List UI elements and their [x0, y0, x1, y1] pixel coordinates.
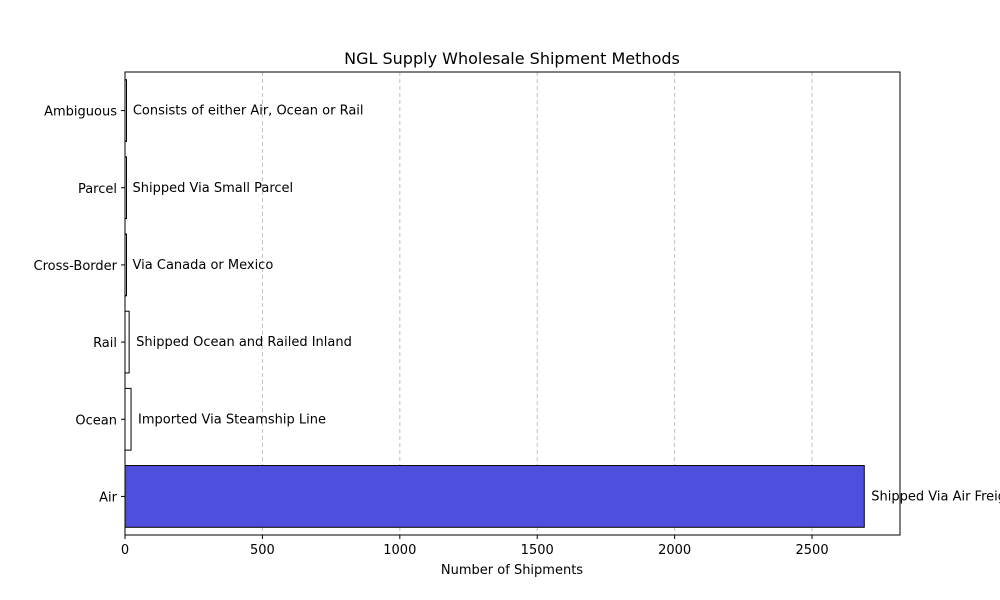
bar-annotation: Via Canada or Mexico — [133, 258, 274, 273]
x-tick-label: 500 — [250, 543, 275, 558]
bar-annotation: Shipped Ocean and Railed Inland — [136, 335, 352, 350]
y-tick-label: Cross-Border — [34, 259, 118, 274]
x-axis-label: Number of Shipments — [441, 563, 583, 578]
bar-air — [124, 465, 865, 528]
plot-frame — [124, 71, 901, 536]
bar-annotation: Shipped Via Air Freight — [871, 489, 1000, 504]
bar-annotation: Shipped Via Small Parcel — [133, 181, 294, 196]
x-tick-label: 2500 — [796, 543, 829, 558]
y-axis-ticks: Air Ocean Rail Cross-Border Parcel Ambiguous — [34, 105, 125, 505]
bar-ocean — [124, 387, 132, 451]
x-tick-label: 1000 — [383, 543, 416, 558]
bar-annotation: Imported Via Steamship Line — [138, 412, 326, 427]
x-tick-label: 0 — [121, 543, 129, 558]
bar-annotations: Shipped Via Air Freight Imported Via Stea… — [133, 104, 1000, 505]
bars — [124, 79, 865, 528]
bar-rail — [124, 310, 130, 374]
bar-annotation: Consists of either Air, Ocean or Rail — [133, 104, 364, 119]
y-tick-label: Air — [99, 490, 118, 505]
x-tick-label: 2000 — [658, 543, 691, 558]
chart-title: NGL Supply Wholesale Shipment Methods — [344, 49, 680, 68]
x-tick-label: 1500 — [521, 543, 554, 558]
x-axis-ticks: 0 500 1000 1500 2000 2500 — [121, 535, 829, 558]
y-tick-label: Rail — [93, 336, 117, 351]
y-tick-label: Parcel — [78, 182, 117, 197]
y-tick-label: Ambiguous — [44, 105, 117, 120]
y-tick-label: Ocean — [75, 413, 117, 428]
